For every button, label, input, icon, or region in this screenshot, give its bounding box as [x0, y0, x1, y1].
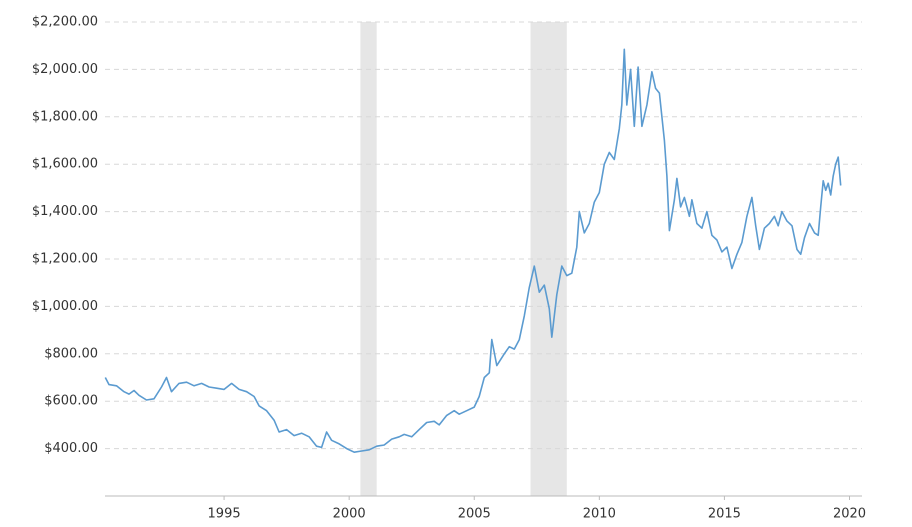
y-tick-label: $600.00	[44, 394, 98, 409]
x-tick-label: 1995	[208, 507, 241, 522]
x-tick-label: 2000	[333, 507, 366, 522]
y-tick-label: $1,200.00	[32, 252, 98, 267]
y-tick-label: $1,800.00	[32, 109, 98, 124]
x-tick-label: 2015	[708, 507, 741, 522]
y-tick-label: $400.00	[44, 441, 98, 456]
y-tick-label: $2,200.00	[32, 15, 98, 30]
y-tick-label: $1,600.00	[32, 157, 98, 172]
x-tick-label: 2010	[583, 507, 616, 522]
y-tick-label: $1,400.00	[32, 204, 98, 219]
y-tick-label: $1,000.00	[32, 299, 98, 314]
x-tick-label: 2005	[458, 507, 491, 522]
y-tick-label: $800.00	[44, 346, 98, 361]
price-line	[104, 48, 842, 453]
x-tick-label: 2020	[833, 507, 866, 522]
y-tick-label: $2,000.00	[32, 62, 98, 77]
